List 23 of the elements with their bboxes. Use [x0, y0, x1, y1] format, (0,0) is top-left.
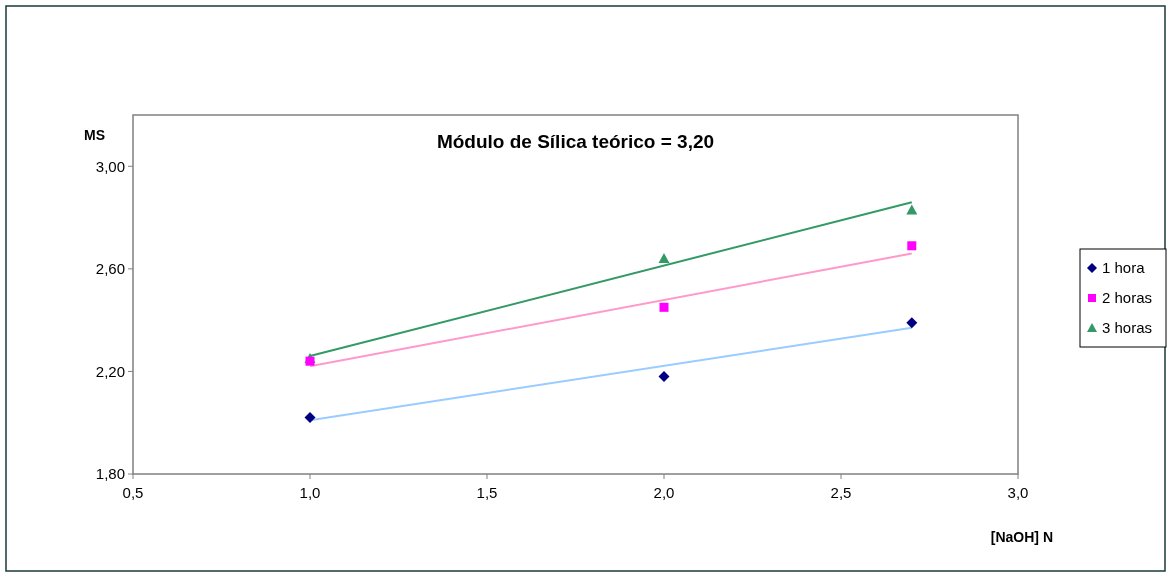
- legend-label: 1 hora: [1102, 259, 1146, 277]
- x-axis-title: [NaOH] N: [990, 529, 1053, 545]
- legend-label: 3 horas: [1102, 319, 1153, 337]
- x-tick-label: 0,5: [122, 484, 144, 501]
- point: [658, 253, 670, 264]
- y-axis-title: MS: [84, 127, 105, 143]
- text: Módulo de Sílica teórico = 3,20: [436, 131, 715, 152]
- legend-label: 2 horas: [1102, 289, 1153, 307]
- x-tick-label: 2,0: [653, 484, 675, 501]
- y-tick-label: 3,00: [95, 157, 125, 175]
- x-tick-label: 2,5: [830, 484, 852, 501]
- point: [906, 204, 918, 215]
- x-tick-label: 3,0: [1007, 484, 1029, 501]
- point: [659, 302, 669, 312]
- x-tick-label: 1,0: [299, 484, 321, 501]
- x-tick-label: 1,5: [476, 484, 498, 501]
- y-tick-label: 2,60: [95, 260, 125, 278]
- y-tick-label: 1,80: [95, 465, 125, 483]
- y-tick-label: 2,20: [95, 362, 125, 380]
- point: [906, 317, 918, 329]
- point: [304, 412, 316, 424]
- point: [658, 371, 670, 383]
- point: [907, 241, 917, 251]
